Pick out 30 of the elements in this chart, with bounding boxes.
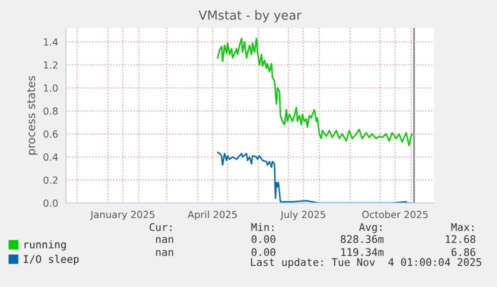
x-tick-label: July 2025 bbox=[280, 210, 326, 220]
text: 0.00 bbox=[252, 235, 276, 244]
text: 119.34m bbox=[341, 248, 384, 256]
y-tick-label: 0.6 bbox=[44, 130, 58, 138]
text: nan bbox=[156, 237, 174, 244]
text: 0.00 bbox=[252, 248, 276, 256]
text: nan bbox=[156, 250, 174, 256]
text: Last update: Tue Nov 4 01:00:04 2025 bbox=[251, 258, 482, 268]
y-tick-label: 0.8 bbox=[44, 107, 58, 115]
y-tick-label: 0.4 bbox=[44, 153, 58, 161]
chart-title: VMstat - by year bbox=[198, 10, 302, 22]
text: Min: bbox=[251, 222, 274, 231]
y-tick-label: 0.2 bbox=[44, 176, 58, 184]
text: Avg: bbox=[359, 223, 382, 234]
y-tick-label: 1.0 bbox=[44, 84, 58, 92]
text: Max: bbox=[451, 223, 474, 232]
x-tick-label: October 2025 bbox=[362, 210, 428, 218]
x-tick-label: January 2025 bbox=[90, 210, 154, 220]
y-tick-label: 0.0 bbox=[44, 199, 58, 207]
x-tick-label: April 2025 bbox=[188, 210, 237, 220]
text: Cur: bbox=[150, 223, 172, 232]
y-tick-label: 1.2 bbox=[44, 61, 58, 69]
text: 12.68 bbox=[446, 235, 476, 244]
text: 6.86 bbox=[452, 248, 476, 256]
legend-label: running bbox=[24, 240, 66, 250]
line-series bbox=[216, 38, 413, 146]
y-axis-title: process states bbox=[27, 76, 38, 155]
text: 828.36m bbox=[340, 235, 384, 244]
legend-label: I/O sleep bbox=[24, 254, 79, 266]
y-tick-label: 1.4 bbox=[44, 38, 58, 46]
